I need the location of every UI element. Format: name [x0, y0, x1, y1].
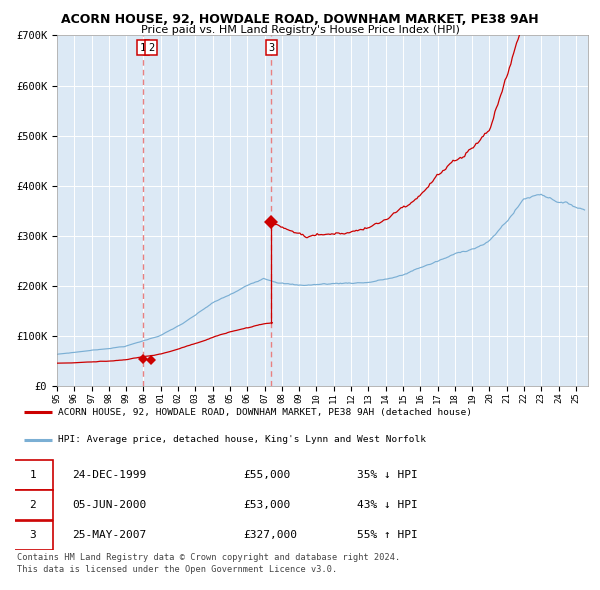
FancyBboxPatch shape [12, 460, 53, 490]
Text: 43% ↓ HPI: 43% ↓ HPI [357, 500, 418, 510]
Text: 35% ↓ HPI: 35% ↓ HPI [357, 470, 418, 480]
Text: 55% ↑ HPI: 55% ↑ HPI [357, 530, 418, 540]
Text: 3: 3 [268, 42, 274, 53]
Text: ACORN HOUSE, 92, HOWDALE ROAD, DOWNHAM MARKET, PE38 9AH (detached house): ACORN HOUSE, 92, HOWDALE ROAD, DOWNHAM M… [58, 408, 472, 417]
Text: 3: 3 [29, 530, 36, 540]
Text: £55,000: £55,000 [243, 470, 290, 480]
Text: 25-MAY-2007: 25-MAY-2007 [72, 530, 146, 540]
FancyBboxPatch shape [12, 520, 53, 550]
Text: 24-DEC-1999: 24-DEC-1999 [72, 470, 146, 480]
Text: Price paid vs. HM Land Registry's House Price Index (HPI): Price paid vs. HM Land Registry's House … [140, 25, 460, 35]
Text: 2: 2 [29, 500, 36, 510]
Text: £53,000: £53,000 [243, 500, 290, 510]
FancyBboxPatch shape [12, 490, 53, 520]
Text: £327,000: £327,000 [243, 530, 297, 540]
Text: HPI: Average price, detached house, King's Lynn and West Norfolk: HPI: Average price, detached house, King… [58, 435, 426, 444]
Text: 2: 2 [148, 42, 154, 53]
Text: ACORN HOUSE, 92, HOWDALE ROAD, DOWNHAM MARKET, PE38 9AH: ACORN HOUSE, 92, HOWDALE ROAD, DOWNHAM M… [61, 13, 539, 26]
Text: 1: 1 [29, 470, 36, 480]
Text: 1: 1 [140, 42, 146, 53]
Text: This data is licensed under the Open Government Licence v3.0.: This data is licensed under the Open Gov… [17, 565, 337, 574]
Text: Contains HM Land Registry data © Crown copyright and database right 2024.: Contains HM Land Registry data © Crown c… [17, 553, 400, 562]
Text: 05-JUN-2000: 05-JUN-2000 [72, 500, 146, 510]
